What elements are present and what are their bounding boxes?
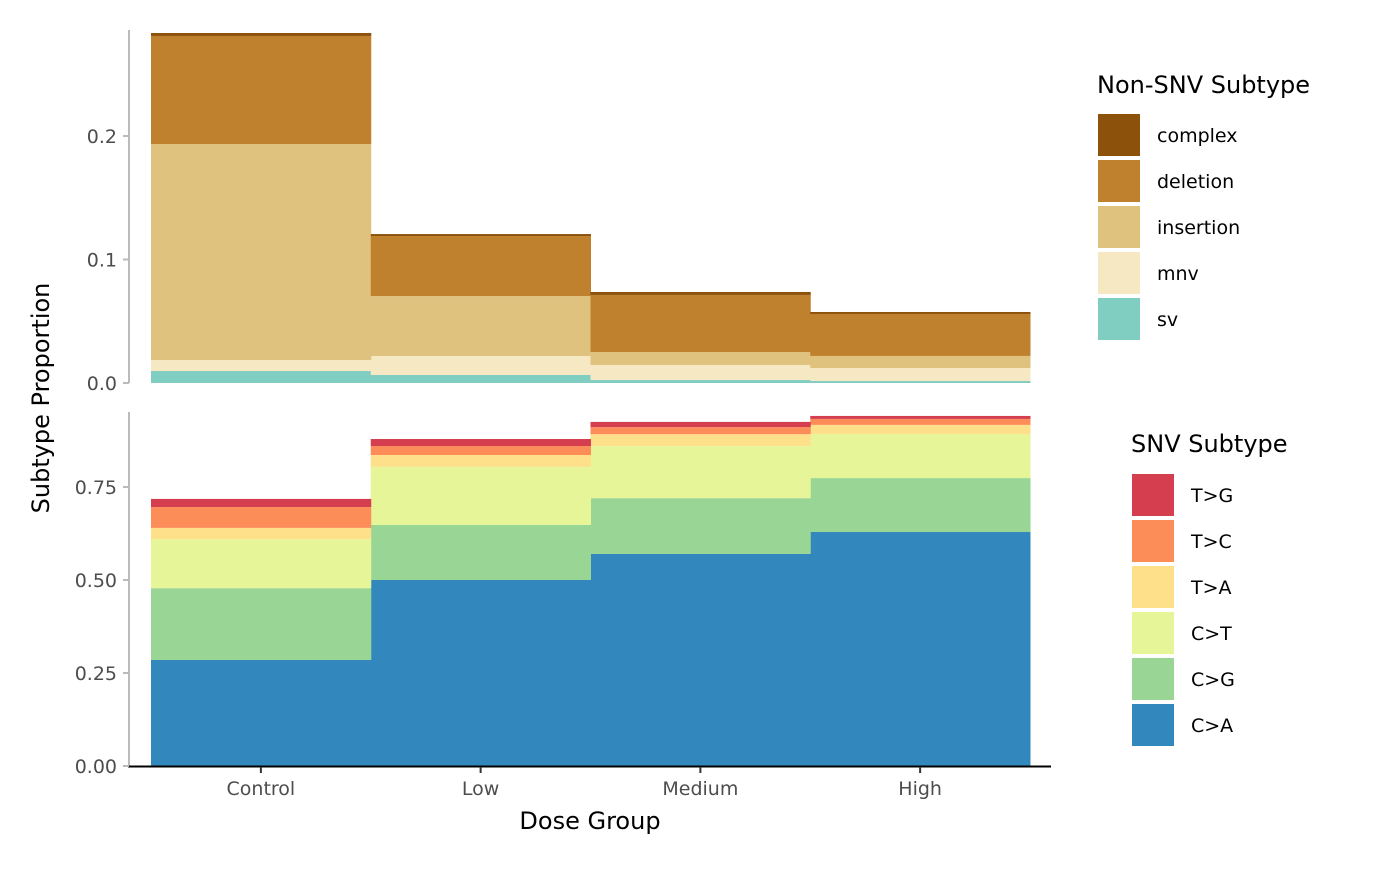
bar-segment-medium-CtoA: [590, 553, 811, 766]
bar-segment-control-TtoG: [151, 498, 372, 508]
legend-key-deletion: [1098, 160, 1140, 202]
bar-segment-low-complex: [370, 234, 591, 237]
bar-segment-control-CtoT: [151, 539, 372, 589]
bar-segment-low-sv: [370, 374, 591, 383]
y-tick-label: 0.75: [75, 477, 117, 499]
bar-segment-medium-sv: [590, 380, 811, 383]
legend-label: T>G: [1190, 485, 1233, 507]
bar-segment-control-complex: [151, 33, 372, 36]
bar-segment-low-TtoG: [370, 439, 591, 447]
bar-segment-low-insertion: [370, 296, 591, 356]
bar-segment-low-deletion: [370, 236, 591, 297]
legend-label: C>T: [1191, 623, 1232, 645]
legend-label: mnv: [1157, 263, 1199, 285]
legend-key-TtoC: [1132, 520, 1174, 562]
bar-segment-high-mnv: [810, 368, 1031, 382]
bar-segment-control-sv: [151, 371, 372, 383]
bar-segment-medium-mnv: [590, 364, 811, 381]
bar-segment-low-CtoA: [370, 580, 591, 766]
bar-segment-control-TtoA: [151, 527, 372, 540]
bar-segment-medium-deletion: [590, 294, 811, 353]
x-tick-label: Medium: [662, 778, 738, 800]
bar-segment-high-TtoG: [810, 415, 1031, 419]
legend-label: C>A: [1191, 715, 1233, 737]
legend-key-insertion: [1098, 206, 1140, 248]
y-tick-label: 0.50: [75, 570, 117, 592]
y-tick-label: 0.2: [87, 126, 117, 148]
legend-label: insertion: [1157, 217, 1240, 239]
legend-label: T>A: [1190, 577, 1232, 599]
legend-key-CtoG: [1132, 658, 1174, 700]
legend-label: C>G: [1191, 669, 1235, 691]
legend-key-TtoG: [1132, 474, 1174, 516]
bar-segment-high-TtoA: [810, 424, 1031, 435]
snv-panel: [151, 415, 1031, 766]
bar-segment-high-CtoT: [810, 434, 1031, 479]
bar-segment-medium-TtoG: [590, 421, 811, 428]
legend-label: complex: [1157, 125, 1238, 147]
legend-key-mnv: [1098, 252, 1140, 294]
legend-label: sv: [1157, 309, 1178, 331]
bar-segment-control-mnv: [151, 360, 372, 372]
bar-segment-high-deletion: [810, 313, 1031, 356]
bar-segment-medium-CtoT: [590, 446, 811, 499]
bar-segment-high-insertion: [810, 355, 1031, 369]
bar-segment-high-TtoC: [810, 418, 1031, 425]
bar-segment-control-deletion: [151, 35, 372, 145]
bar-segment-control-CtoA: [151, 659, 372, 766]
legend-title: Non-SNV Subtype: [1097, 71, 1310, 99]
x-tick-label: Low: [462, 778, 499, 800]
bar-segment-medium-insertion: [590, 352, 811, 365]
bar-segment-medium-TtoA: [590, 434, 811, 447]
x-tick-label: Control: [227, 778, 296, 800]
bar-segment-high-CtoG: [810, 478, 1031, 533]
bar-segment-medium-CtoG: [590, 498, 811, 554]
bar-segment-medium-TtoC: [590, 427, 811, 435]
y-tick-label: 0.25: [75, 663, 117, 685]
y-tick-label: 0.00: [75, 756, 117, 778]
legend-snv: SNV Subtype T>G T>C T>A C>T C>G C>A: [1131, 430, 1288, 746]
legend-title: SNV Subtype: [1131, 430, 1288, 458]
bar-segment-high-complex: [810, 311, 1031, 314]
legend-label: deletion: [1157, 171, 1234, 193]
bar-segment-control-TtoC: [151, 507, 372, 528]
bar-segment-medium-complex: [590, 291, 811, 295]
legend-key-sv: [1098, 298, 1140, 340]
legend-label: T>C: [1190, 531, 1232, 553]
bar-segment-high-sv: [810, 381, 1031, 383]
bar-segment-low-TtoA: [370, 455, 591, 467]
bar-segment-low-CtoG: [370, 524, 591, 580]
bar-segment-control-CtoG: [151, 588, 372, 660]
y-axis-title: Subtype Proportion: [27, 283, 55, 514]
bar-segment-low-CtoT: [370, 466, 591, 525]
legend-key-CtoT: [1132, 612, 1174, 654]
x-tick-label: High: [898, 778, 942, 800]
y-tick-label: 0.1: [87, 250, 117, 272]
legend-non-snv: Non-SNV Subtype complex deletion insertion m…: [1097, 71, 1310, 340]
y-tick-label: 0.0: [87, 373, 117, 395]
legend-key-CtoA: [1132, 704, 1174, 746]
bar-segment-high-CtoA: [810, 532, 1031, 766]
bar-segment-low-mnv: [370, 355, 591, 375]
x-axis-title: Dose Group: [519, 807, 660, 835]
non-snv-panel: [151, 33, 1031, 383]
legend-key-TtoA: [1132, 566, 1174, 608]
legend-key-complex: [1098, 114, 1140, 156]
bar-segment-control-insertion: [151, 144, 372, 361]
bar-segment-low-TtoC: [370, 446, 591, 456]
